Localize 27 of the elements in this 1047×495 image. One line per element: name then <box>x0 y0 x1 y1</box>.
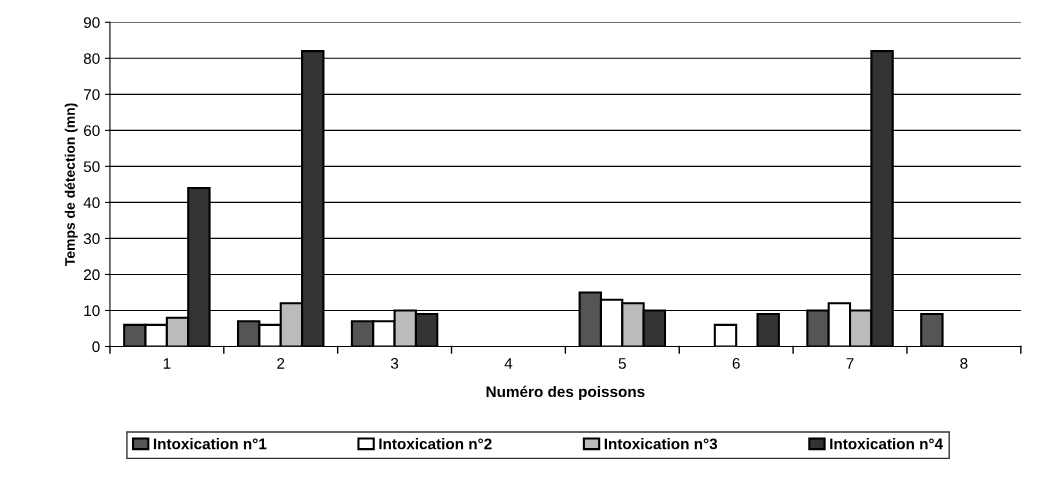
legend-label: Intoxication n°2 <box>379 438 492 450</box>
bar <box>756 313 780 347</box>
y-tick-label: 30 <box>83 233 100 245</box>
x-tick-label: 4 <box>504 358 513 369</box>
bar <box>713 323 738 347</box>
y-tick-label: 0 <box>92 341 100 353</box>
x-tick-label: 7 <box>846 358 854 369</box>
legend-label: Intoxication n°1 <box>153 438 267 450</box>
y-tick-label: 80 <box>83 53 100 64</box>
x-tick-label: 1 <box>163 358 171 369</box>
y-tick-label: 20 <box>83 269 100 281</box>
x-tick-label: 6 <box>732 358 740 369</box>
y-tick-label: 40 <box>83 197 100 209</box>
y-axis-title: Temps de détection (mn) <box>64 103 78 266</box>
x-tick-label: 8 <box>960 358 968 369</box>
x-tick-label: 3 <box>390 358 399 369</box>
legend-label: Intoxication n°4 <box>830 438 944 450</box>
x-axis-title: Numéro des poissons <box>486 385 645 401</box>
y-tick-label: 60 <box>84 125 100 137</box>
legend-label: Intoxication n°3 <box>604 438 718 450</box>
bar <box>920 313 944 347</box>
y-tick-label: 70 <box>84 89 100 101</box>
y-tick-label: 90 <box>83 17 100 28</box>
x-tick-label: 2 <box>277 358 285 369</box>
x-tick-label: 5 <box>618 358 626 369</box>
y-tick-label: 10 <box>84 305 100 317</box>
y-tick-label: 50 <box>83 161 100 173</box>
